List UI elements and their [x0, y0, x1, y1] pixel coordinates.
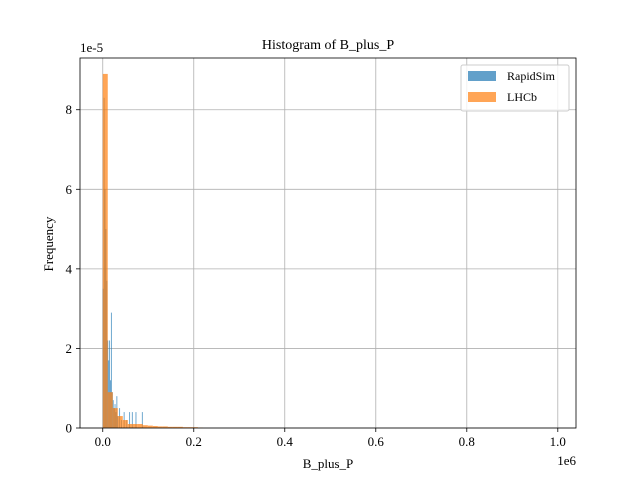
bar-lhcb [172, 426, 178, 428]
legend-label-rapidsim: RapidSim [507, 69, 556, 83]
y-offset-label: 1e-5 [80, 40, 103, 55]
bar-lhcb [142, 425, 148, 428]
bar-rapidsim [129, 412, 131, 428]
bar-rapidsim [135, 412, 137, 428]
y-axis-label: Frequency [41, 216, 56, 271]
chart-title: Histogram of B_plus_P [262, 38, 394, 53]
x-tick-label: 0.8 [459, 434, 475, 449]
bar-lhcb [117, 416, 123, 428]
bar-lhcb [112, 408, 118, 428]
series-lhcb [102, 73, 203, 429]
x-offset-label: 1e6 [557, 453, 576, 468]
x-tick-label: 0.6 [368, 434, 385, 449]
bar-rapidsim [109, 340, 111, 428]
bar-lhcb [107, 392, 113, 428]
y-tick-label: 4 [66, 261, 73, 276]
y-axis-ticks: 0 2 4 6 8 [66, 102, 80, 436]
bar-lhcb [132, 424, 138, 428]
x-axis-ticks: 0.0 0.2 0.4 0.6 0.8 1.0 [95, 428, 566, 449]
y-tick-label: 0 [66, 421, 73, 436]
x-tick-label: 0.2 [186, 434, 202, 449]
bar-lhcb [162, 426, 168, 428]
x-tick-label: 0.4 [277, 434, 294, 449]
histogram-bars [102, 73, 203, 429]
y-tick-label: 2 [66, 341, 73, 356]
bar-lhcb [127, 424, 133, 428]
bar-rapidsim [110, 312, 112, 428]
bar-lhcb [147, 425, 153, 428]
bar-lhcb [137, 424, 143, 428]
x-tick-label: 0.0 [95, 434, 111, 449]
legend-swatch-rapidsim [468, 71, 496, 81]
bar-lhcb [122, 420, 128, 428]
x-tick-label: 1.0 [550, 434, 566, 449]
legend: RapidSim LHCb [460, 64, 570, 112]
bar-lhcb [102, 73, 108, 429]
bar-rapidsim [131, 412, 133, 428]
bar-rapidsim [141, 412, 143, 428]
bar-lhcb [157, 426, 163, 428]
y-tick-label: 6 [66, 182, 73, 197]
legend-swatch-lhcb [468, 92, 496, 102]
x-axis-label: B_plus_P [303, 456, 354, 471]
plot-frame [79, 57, 577, 429]
bar-lhcb [167, 426, 173, 428]
y-tick-label: 8 [66, 102, 73, 117]
bar-lhcb [152, 426, 158, 428]
legend-label-lhcb: LHCb [507, 90, 537, 104]
bar-lhcb [177, 426, 183, 428]
